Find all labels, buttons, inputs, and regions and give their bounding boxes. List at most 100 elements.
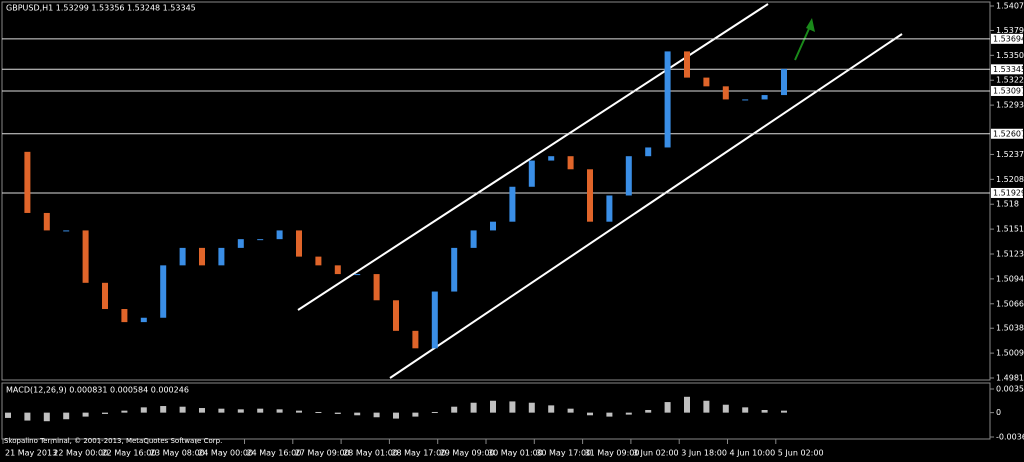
macd-bar: [354, 412, 361, 416]
x-tick-label: 31 May 09:00: [585, 449, 640, 458]
candle: [82, 230, 89, 283]
x-tick-label: 28 May 17:00: [391, 449, 446, 458]
x-tick-label: 3 Jun 18:00: [681, 449, 727, 458]
macd-tick-label: 0.00358: [996, 385, 1024, 394]
x-tick-label: 27 May 09:00: [295, 449, 350, 458]
candle: [237, 239, 244, 248]
level-label: 1.52607: [993, 129, 1024, 138]
candle: [781, 68, 787, 96]
x-tick-label: 5 Jun 02:00: [778, 449, 824, 458]
macd-bar: [334, 412, 341, 414]
candle: [43, 212, 50, 231]
candle: [121, 309, 128, 323]
candle: [160, 265, 167, 318]
level-tag: [991, 187, 1023, 198]
x-tick-label: 30 May 17:00: [536, 449, 591, 458]
macd-bar: [315, 411, 322, 413]
macd-bar: [761, 409, 768, 413]
candle: [722, 86, 729, 100]
candle: [315, 256, 322, 266]
x-tick-label: 22 May 00:00: [53, 449, 108, 458]
candle: [587, 169, 593, 222]
macd-bar: [43, 412, 50, 422]
y-tick-label: 1.5066: [996, 299, 1024, 308]
y-tick-label: 1.5123: [996, 250, 1024, 259]
x-tick-label: 29 May 09:00: [440, 449, 495, 458]
macd-bar: [24, 412, 31, 421]
macd-bar: [237, 409, 244, 413]
candle: [742, 99, 749, 101]
macd-bar: [742, 407, 749, 413]
level-tag: [991, 85, 1023, 96]
x-tick-label: 4 Jun 10:00: [730, 449, 776, 458]
x-tick-label: 22 May 16:00: [102, 449, 157, 458]
candle: [296, 230, 302, 257]
macd-bar: [684, 396, 690, 413]
level-label: 1.53694: [993, 34, 1024, 43]
macd-bar: [587, 412, 593, 416]
y-tick-label: 1.52085: [996, 175, 1024, 184]
x-tick-label: 23 May 08:00: [150, 449, 205, 458]
y-tick-label: 1.518: [996, 200, 1019, 209]
candle: [761, 95, 768, 100]
level-tag: [991, 64, 1023, 75]
macd-bar: [5, 412, 11, 418]
candle: [179, 247, 186, 266]
chart-title: GBPUSD,H1 1.53299 1.53356 1.53248 1.5334…: [6, 4, 196, 13]
macd-bar: [393, 412, 399, 419]
macd-bar: [199, 408, 205, 413]
y-tick-label: 1.5237: [996, 150, 1024, 159]
macd-frame: [1, 382, 991, 440]
candle: [528, 160, 535, 187]
candle: [645, 147, 652, 157]
macd-bar: [781, 410, 787, 413]
macd-bar: [451, 406, 458, 413]
candle: [354, 274, 361, 276]
candle: [509, 186, 516, 222]
macd-bar: [63, 412, 70, 420]
y-tick-label: 1.5322: [996, 76, 1024, 85]
candle: [451, 247, 458, 292]
level-label: 1.53345: [993, 65, 1024, 74]
y-tick-label: 1.52935: [996, 101, 1024, 110]
macd-bar: [625, 412, 632, 415]
macd-bar: [645, 409, 652, 413]
candle: [140, 317, 147, 323]
candle: [63, 230, 70, 232]
macd-bar: [470, 402, 477, 413]
candle: [664, 51, 671, 148]
macd-bar: [703, 400, 710, 413]
macd-bar: [431, 411, 438, 413]
macd-bar: [121, 410, 128, 413]
macd-bar: [179, 406, 186, 413]
macd-bar: [722, 404, 729, 413]
macd-bar: [102, 412, 108, 414]
macd-bar: [276, 409, 283, 413]
macd-tick-label: -0.00369: [996, 433, 1024, 442]
candle: [703, 77, 710, 87]
y-tick-label: 1.5379: [996, 26, 1024, 35]
price-frame: [1, 1, 991, 381]
y-tick-label: 1.50095: [996, 349, 1024, 358]
candle: [490, 221, 496, 231]
copyright: Skopalino Terminal, © 2001-2013, MetaQuo…: [4, 437, 222, 445]
candle: [257, 239, 264, 241]
candle: [218, 247, 225, 266]
candle: [567, 156, 574, 170]
macd-bar: [82, 412, 89, 417]
macd-bar: [257, 408, 264, 413]
x-tick-label: 21 May 2013: [5, 449, 57, 458]
candle: [276, 230, 283, 240]
level-tag: [991, 128, 1023, 139]
x-tick-label: 3 Jun 02:00: [633, 449, 679, 458]
macd-bar: [296, 410, 302, 413]
macd-bar: [218, 408, 225, 413]
level-tag: [991, 33, 1023, 44]
macd-bar: [412, 412, 419, 417]
candle: [470, 230, 477, 248]
y-tick-label: 1.4981: [996, 374, 1024, 383]
candle: [684, 51, 690, 78]
arrow-head: [806, 18, 815, 32]
macd-bar: [606, 412, 613, 417]
